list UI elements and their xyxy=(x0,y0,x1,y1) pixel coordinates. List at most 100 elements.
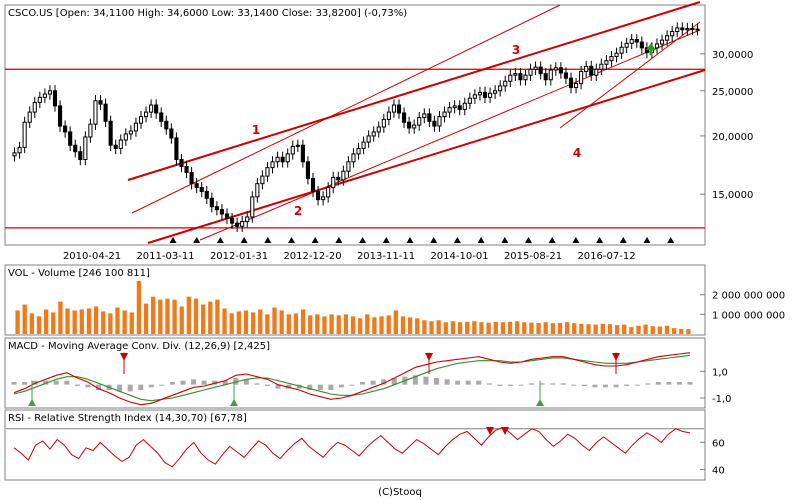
price-candle xyxy=(179,153,184,173)
candle-body xyxy=(17,146,22,154)
price-candle xyxy=(149,99,154,118)
volume-bar xyxy=(101,311,106,334)
candle-body xyxy=(437,116,442,127)
volume-bar xyxy=(357,318,363,334)
price-x-tick-label: 2012-01-31 xyxy=(210,251,268,262)
volume-bar xyxy=(108,313,113,334)
price-candle xyxy=(548,64,553,86)
macd-histogram-bar xyxy=(74,384,80,386)
candle-body xyxy=(315,190,321,201)
candle-body xyxy=(143,111,149,118)
price-candle xyxy=(310,173,316,198)
volume-bar xyxy=(664,325,670,334)
macd-histogram-bar xyxy=(338,384,344,388)
volume-bar xyxy=(93,306,99,334)
candle-body xyxy=(457,105,462,110)
price-candle xyxy=(594,63,599,81)
price-candle xyxy=(654,38,660,54)
price-candle xyxy=(452,100,457,114)
price-candle xyxy=(482,86,488,104)
candle-body xyxy=(624,42,629,48)
volume-bar xyxy=(643,324,648,334)
macd-histogram-bar xyxy=(687,382,693,385)
volume-bar xyxy=(229,313,234,334)
rsi-y-tick-label: 40 xyxy=(712,466,725,477)
volume-bar xyxy=(379,316,384,334)
triangle-marker xyxy=(548,237,556,243)
volume-bar xyxy=(507,321,513,334)
volume-bar xyxy=(122,310,127,334)
price-panel-title: CSCO.US [Open: 34,1100 High: 34,6000 Low… xyxy=(8,8,407,19)
price-candle xyxy=(285,148,290,168)
macd-histogram-bar xyxy=(613,384,619,388)
triangle-marker xyxy=(216,237,224,243)
price-candle xyxy=(93,95,98,130)
price-candle xyxy=(659,34,665,50)
price-candle xyxy=(295,139,300,153)
candle-body xyxy=(604,60,609,65)
trend-channel-line xyxy=(199,29,701,241)
candle-body xyxy=(37,96,42,103)
volume-y-tick-label: 2 000 000 000 xyxy=(712,291,785,302)
candle-body xyxy=(351,153,356,163)
candle-body xyxy=(508,74,513,82)
price-candle xyxy=(407,116,412,134)
price-candle xyxy=(690,22,695,35)
candle-body xyxy=(538,66,543,75)
triangle-marker xyxy=(359,237,367,243)
macd-histogram-bar xyxy=(243,379,249,385)
macd-histogram-bar xyxy=(22,382,28,385)
macd-histogram-bar xyxy=(296,384,302,389)
candle-body xyxy=(498,85,503,92)
rsi-y-tick-label: 60 xyxy=(712,438,725,449)
volume-bar xyxy=(315,314,320,334)
candle-body xyxy=(103,103,108,122)
price-candle xyxy=(361,136,366,155)
volume-bar xyxy=(522,322,527,334)
candle-body xyxy=(452,105,457,109)
volume-bar xyxy=(479,322,484,334)
price-candle xyxy=(376,121,381,138)
price-y-tick-label: 15,0000 xyxy=(712,190,753,201)
volume-bar xyxy=(400,316,406,334)
price-candle xyxy=(442,106,447,123)
volume-bar xyxy=(79,309,84,334)
volume-bar xyxy=(350,316,356,334)
candle-body xyxy=(240,221,245,227)
candle-body xyxy=(12,152,17,157)
price-candle xyxy=(68,126,73,152)
volume-bar xyxy=(536,323,541,334)
candle-body xyxy=(513,73,518,76)
candle-body xyxy=(73,144,78,153)
candle-body xyxy=(209,197,214,208)
volume-bar xyxy=(593,324,598,334)
price-candle xyxy=(644,42,649,59)
macd-histogram-bar xyxy=(465,380,471,385)
candle-body xyxy=(93,100,98,125)
candle-body xyxy=(290,145,295,155)
buy-signal-icon xyxy=(28,399,36,406)
price-y-tick-label: 25,0000 xyxy=(712,87,753,98)
candle-body xyxy=(584,65,589,72)
volume-bar xyxy=(250,312,256,334)
volume-bar xyxy=(286,314,291,334)
candle-body xyxy=(118,139,123,149)
volume-bar xyxy=(115,307,120,334)
candle-body xyxy=(199,187,204,192)
price-candle xyxy=(27,106,32,128)
volume-bar xyxy=(15,310,20,334)
candle-body xyxy=(472,94,477,99)
price-x-tick-label: 2016-07-12 xyxy=(577,251,635,262)
price-candle xyxy=(487,87,493,104)
candle-body xyxy=(68,131,73,146)
price-candle xyxy=(553,62,558,76)
macd-histogram-bar xyxy=(265,384,270,386)
candle-body xyxy=(487,92,493,98)
price-candle xyxy=(315,185,321,206)
candle-body xyxy=(614,52,619,58)
candle-body xyxy=(57,105,63,127)
price-candle xyxy=(235,217,240,233)
sell-signal-icon xyxy=(425,353,433,361)
price-candle xyxy=(356,142,361,160)
